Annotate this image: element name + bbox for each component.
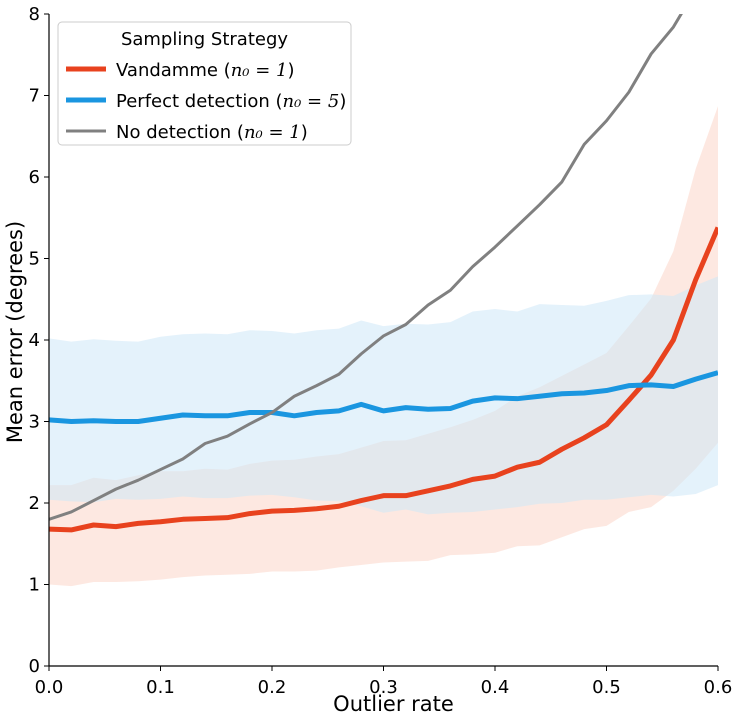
y-axis-title: Mean error (degrees)	[3, 221, 27, 443]
legend: Sampling Strategy Vandamme (n₀ = 1) Perfec…	[57, 21, 352, 146]
y-tick-label: 0	[29, 656, 40, 677]
y-tick-label: 5	[29, 249, 40, 270]
x-tick-label: 0.2	[258, 677, 287, 698]
legend-title: Sampling Strategy	[121, 29, 288, 50]
x-tick-label: 0.0	[35, 677, 64, 698]
y-tick-label: 8	[29, 4, 40, 25]
series-lines	[49, 14, 718, 533]
x-tick-label: 0.1	[146, 677, 175, 698]
axes: 0.0 0.1 0.2 0.3 0.4 0.5 0.6 0 1 2 3 4 5 6 7 8 Outlier ra…	[3, 4, 732, 716]
legend-entry-1: Perfect detection (n₀ = 5)	[116, 91, 346, 112]
series-line-2	[49, 14, 683, 521]
legend-frame	[57, 21, 352, 146]
y-tick-label: 4	[29, 330, 40, 351]
x-tick-label: 0.3	[369, 677, 398, 698]
series-line-0	[49, 226, 718, 533]
x-axis-title: Outlier rate	[333, 692, 454, 716]
legend-entry-2: No detection (n₀ = 1)	[116, 122, 308, 143]
y-tick-label: 3	[29, 412, 40, 433]
y-tick-label: 1	[29, 575, 40, 596]
y-tick-label: 7	[29, 86, 40, 107]
band-1	[49, 276, 718, 515]
y-tick-label: 2	[29, 493, 40, 514]
x-tick-label: 0.5	[592, 677, 621, 698]
confidence-bands	[49, 106, 718, 587]
y-tick-label: 6	[29, 167, 40, 188]
x-tick-label: 0.4	[481, 677, 510, 698]
x-tick-label: 0.6	[704, 677, 733, 698]
series-line-1	[49, 370, 718, 424]
legend-entry-0: Vandamme (n₀ = 1)	[116, 60, 295, 81]
